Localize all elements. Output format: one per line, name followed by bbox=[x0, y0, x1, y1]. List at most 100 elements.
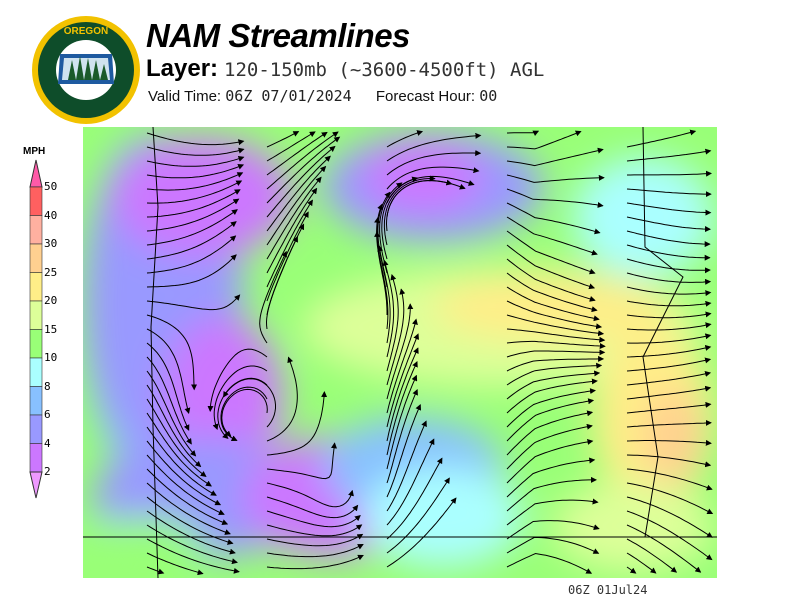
streamline bbox=[626, 419, 712, 428]
streamline bbox=[266, 131, 328, 176]
streamline bbox=[506, 423, 593, 470]
streamline bbox=[221, 388, 268, 437]
legend-unit: MPH bbox=[23, 146, 46, 157]
streamline bbox=[386, 477, 450, 554]
streamline bbox=[146, 524, 238, 565]
streamline bbox=[626, 454, 712, 468]
streamline bbox=[506, 362, 603, 386]
streamline bbox=[259, 250, 287, 344]
streamline bbox=[146, 132, 245, 146]
streamline bbox=[146, 198, 240, 232]
valid-line: Valid Time: 06Z 07/01/2024 Forecast Hour… bbox=[148, 88, 497, 106]
legend-label: 10 bbox=[44, 351, 58, 364]
streamline bbox=[386, 288, 406, 386]
streamline bbox=[626, 333, 712, 344]
legend-arrow-bottom bbox=[29, 471, 43, 499]
streamline bbox=[506, 438, 594, 484]
layer-value: 120-150mb (~3600-4500ft) AGL bbox=[224, 59, 545, 81]
streamline bbox=[266, 131, 300, 148]
streamline bbox=[386, 303, 414, 400]
streamline bbox=[626, 538, 678, 573]
streamline bbox=[506, 378, 598, 414]
streamline bbox=[626, 230, 711, 248]
legend-label: 50 bbox=[44, 180, 58, 193]
legend-label: 20 bbox=[44, 294, 58, 307]
streamline bbox=[146, 412, 212, 487]
legend-swatch bbox=[29, 414, 43, 444]
streamline bbox=[506, 498, 599, 526]
streamline bbox=[146, 209, 238, 246]
streamline bbox=[506, 355, 605, 372]
streamline bbox=[386, 420, 427, 512]
streamline bbox=[266, 356, 298, 442]
streamline bbox=[266, 165, 327, 246]
streamline bbox=[506, 328, 606, 343]
streamline bbox=[146, 356, 192, 445]
layer-label: Layer: bbox=[146, 55, 219, 82]
legend-label: 8 bbox=[44, 379, 51, 393]
streamline bbox=[506, 258, 596, 302]
streamline bbox=[266, 554, 364, 570]
streamline bbox=[146, 189, 241, 218]
streamline bbox=[506, 552, 593, 574]
color-legend bbox=[29, 159, 43, 499]
legend-arrow-top bbox=[29, 159, 43, 188]
streamlines bbox=[146, 129, 714, 576]
streamline bbox=[146, 221, 237, 260]
streamline bbox=[146, 552, 204, 576]
svg-text:OREGON: OREGON bbox=[64, 26, 108, 37]
streamline bbox=[506, 410, 594, 456]
streamline bbox=[506, 388, 596, 428]
streamline bbox=[146, 566, 165, 575]
streamline bbox=[506, 147, 604, 167]
streamline bbox=[626, 188, 712, 198]
streamline bbox=[223, 378, 276, 428]
streamline bbox=[266, 155, 331, 232]
streamline bbox=[626, 357, 712, 372]
streamline bbox=[386, 457, 443, 540]
streamline bbox=[626, 552, 657, 574]
streamline bbox=[506, 272, 598, 313]
streamline bbox=[266, 524, 363, 537]
legend-label: 25 bbox=[44, 265, 58, 279]
streamline bbox=[377, 245, 391, 344]
streamline bbox=[506, 370, 601, 400]
legend-swatch bbox=[29, 329, 43, 359]
streamline bbox=[386, 347, 419, 442]
streamline bbox=[506, 398, 595, 442]
streamline bbox=[386, 374, 418, 470]
streamline bbox=[626, 129, 697, 148]
streamline bbox=[506, 130, 540, 137]
streamline bbox=[626, 216, 711, 233]
streamline bbox=[506, 520, 600, 540]
streamline bbox=[146, 172, 244, 191]
streamline bbox=[266, 533, 364, 547]
streamline bbox=[146, 314, 198, 391]
streamline bbox=[626, 311, 712, 319]
streamline bbox=[506, 457, 596, 498]
streamline bbox=[266, 544, 364, 558]
streamline bbox=[386, 333, 419, 428]
valid-label: Valid Time: bbox=[148, 88, 222, 105]
streamline bbox=[626, 258, 711, 274]
streamline bbox=[506, 536, 600, 554]
streamline bbox=[146, 538, 240, 574]
streamline bbox=[386, 130, 424, 148]
legend-swatch bbox=[29, 357, 43, 387]
legend-swatch bbox=[29, 215, 43, 245]
streamline bbox=[266, 136, 341, 204]
streamline bbox=[626, 496, 713, 538]
streamline bbox=[266, 391, 328, 456]
streamline bbox=[266, 131, 316, 162]
streamline bbox=[146, 468, 229, 525]
streamline bbox=[626, 468, 713, 491]
streamline bbox=[386, 360, 418, 456]
streamline bbox=[266, 442, 337, 480]
streamline bbox=[626, 344, 712, 358]
legend-label: 15 bbox=[44, 322, 58, 336]
streamline bbox=[626, 524, 702, 573]
streamline bbox=[386, 273, 399, 372]
forecast-value: 00 bbox=[479, 87, 498, 105]
streamline bbox=[626, 482, 714, 515]
streamline bbox=[386, 497, 457, 568]
